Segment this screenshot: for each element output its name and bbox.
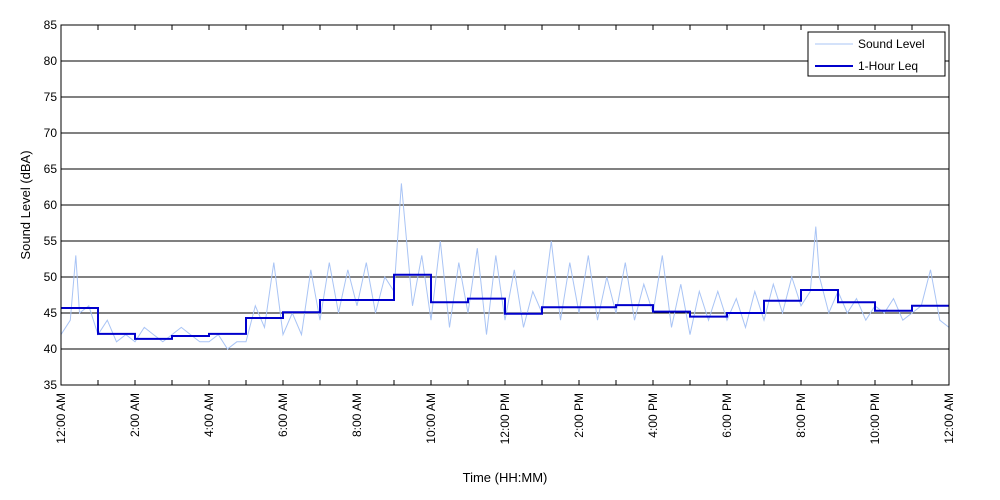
x-tick-label: 12:00 AM	[942, 393, 956, 444]
x-tick-label: 10:00 PM	[868, 393, 882, 444]
series-sound-level-line	[60, 183, 950, 350]
legend-label-leq: 1-Hour Leq	[858, 59, 918, 73]
y-tick-label: 80	[44, 54, 58, 68]
y-tick-label: 85	[44, 18, 58, 32]
x-tick-label: 4:00 AM	[202, 393, 216, 437]
x-tick-label: 12:00 PM	[498, 393, 512, 444]
y-tick-label: 75	[44, 90, 58, 104]
x-axis-tick-labels: 12:00 AM 2:00 AM 4:00 AM 6:00 AM 8:00 AM 10:0…	[54, 393, 956, 444]
y-tick-label: 35	[44, 378, 58, 392]
y-tick-label: 70	[44, 126, 58, 140]
x-tick-label: 6:00 PM	[720, 393, 734, 438]
x-tick-label: 10:00 AM	[424, 393, 438, 444]
y-axis-tick-labels: 35 40 45 50 55 60 65 70 75 80 85	[44, 18, 58, 392]
series-leq-step-line	[61, 273, 949, 340]
x-tick-label: 8:00 AM	[350, 393, 364, 437]
y-tick-label: 60	[44, 198, 58, 212]
y-tick-label: 50	[44, 270, 58, 284]
x-tick-label: 2:00 PM	[572, 393, 586, 438]
y-tick-label: 45	[44, 306, 58, 320]
series-layer	[60, 183, 950, 350]
x-tick-label: 8:00 PM	[794, 393, 808, 438]
x-axis-title: Time (HH:MM)	[463, 470, 548, 485]
y-axis-title: Sound Level (dBA)	[18, 150, 33, 259]
y-tick-label: 55	[44, 234, 58, 248]
legend-label-sound-level: Sound Level	[858, 37, 925, 51]
legend: Sound Level 1-Hour Leq	[807, 31, 946, 77]
x-tick-label: 4:00 PM	[646, 393, 660, 438]
x-tick-label: 2:00 AM	[128, 393, 142, 437]
x-tick-label: 12:00 AM	[54, 393, 68, 444]
y-tick-label: 40	[44, 342, 58, 356]
y-tick-label: 65	[44, 162, 58, 176]
plot-frame	[60, 24, 950, 386]
x-tick-label: 6:00 AM	[276, 393, 290, 437]
legend-box	[807, 31, 946, 77]
